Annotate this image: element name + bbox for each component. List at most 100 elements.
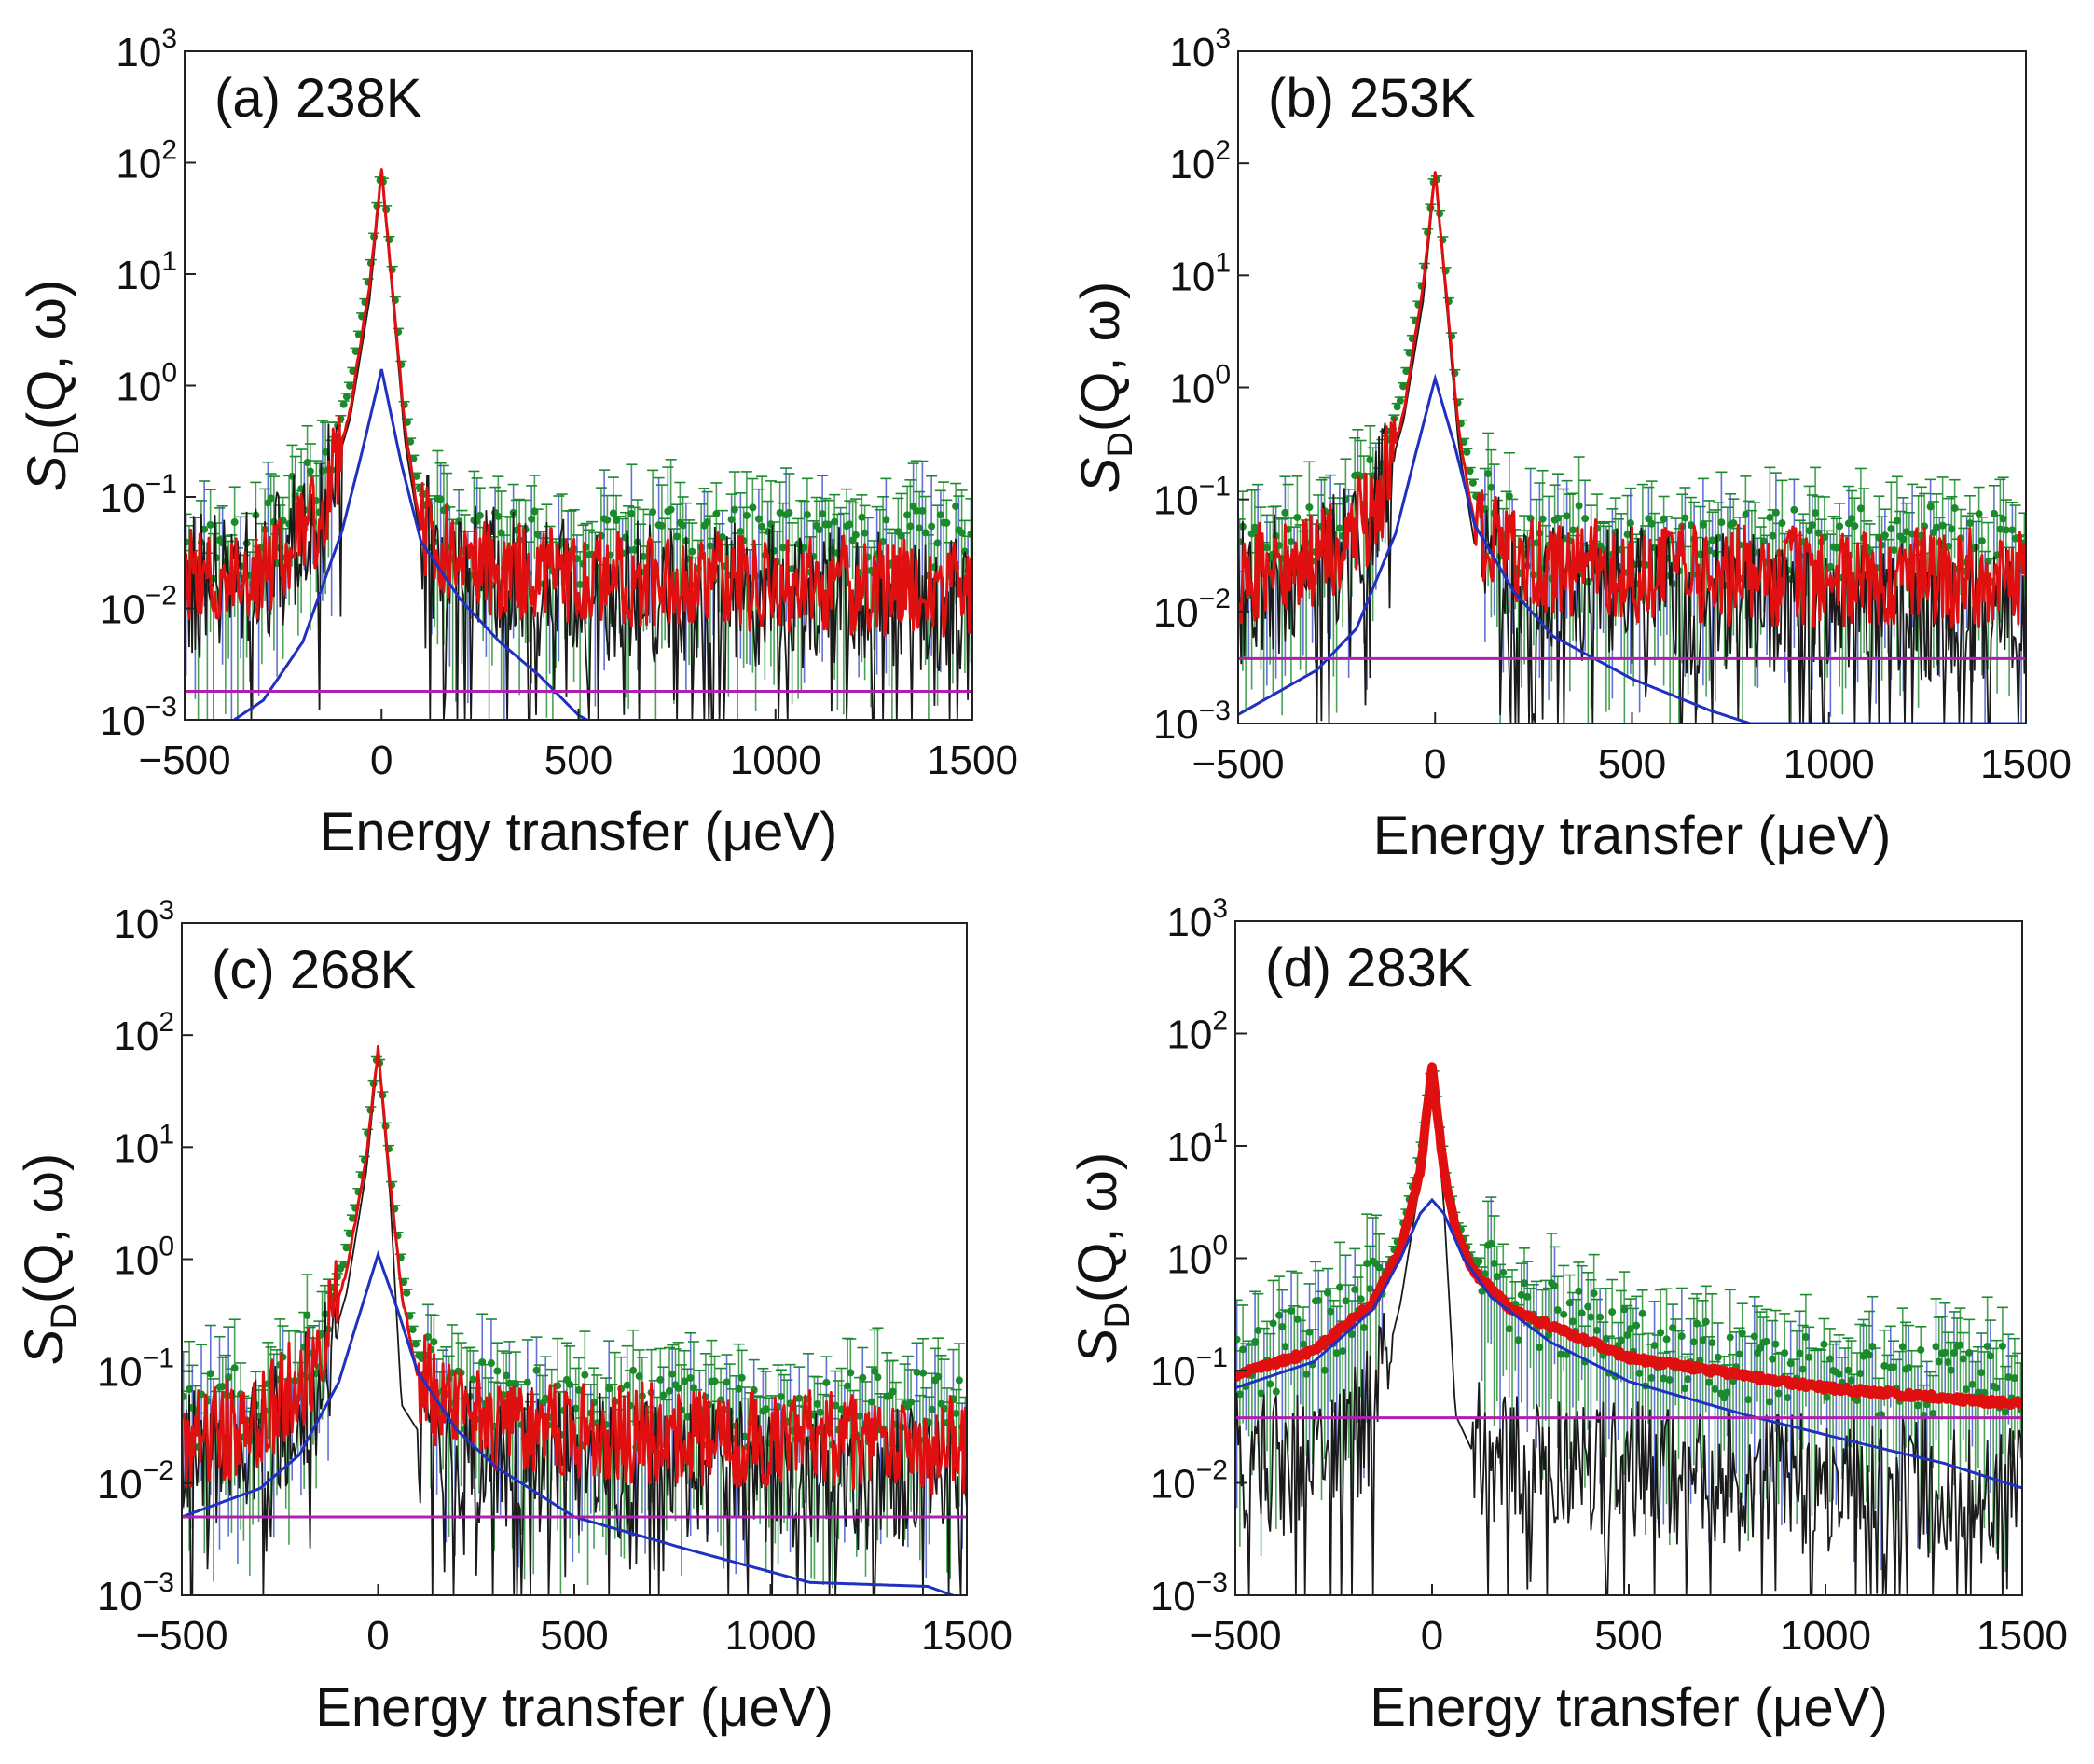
data-point-a-175: [712, 510, 721, 518]
data-point-d-182: [1784, 1394, 1792, 1402]
y-tick-label-a-0: 103: [116, 23, 177, 76]
data-point-b-245: [1977, 537, 1986, 545]
data-point-d-195: [1823, 1393, 1831, 1401]
data-point-c-149: [629, 1366, 638, 1374]
data-point-c-186: [740, 1432, 749, 1440]
data-point-c-162: [668, 1370, 677, 1378]
data-point-c-220: [844, 1382, 852, 1390]
x-axis-label-d: Energy transfer (μeV): [1370, 1677, 1888, 1738]
data-point-d-140: [1657, 1329, 1665, 1337]
data-point-d-110: [1565, 1299, 1574, 1307]
data-point-a-162: [673, 532, 682, 541]
data-point-b-82: [1484, 469, 1493, 477]
data-point-a-185: [742, 511, 751, 519]
data-point-a-254: [952, 503, 960, 511]
data-point-d-108: [1560, 1310, 1568, 1318]
data-point-c-41: [303, 1311, 311, 1319]
data-point-c-54: [342, 1244, 351, 1252]
data-point-a-160: [667, 505, 675, 514]
x-axis-label-a: Energy transfer (μeV): [320, 802, 838, 862]
data-point-c-133: [581, 1371, 589, 1379]
data-point-d-239: [1956, 1341, 1964, 1349]
plot-area-c: [182, 1044, 967, 1595]
data-point-b-179: [1778, 519, 1786, 528]
x-tick-label-b-0: −500: [1192, 741, 1284, 787]
y-tick-label-c-2: 101: [113, 1119, 174, 1171]
data-point-b-190: [1812, 509, 1820, 517]
data-point-d-100: [1536, 1344, 1544, 1352]
data-point-c-235: [889, 1387, 897, 1396]
data-point-a-84: [436, 495, 445, 503]
data-point-d-44: [1366, 1285, 1374, 1293]
data-point-c-130: [572, 1404, 580, 1413]
plot-area-d: [1235, 1062, 2022, 1595]
x-tick-label-c-2: 500: [540, 1613, 608, 1659]
y-tick-label-b-1: 102: [1169, 135, 1231, 187]
data-point-d-111: [1568, 1317, 1577, 1326]
data-point-d-27: [1315, 1296, 1323, 1304]
data-point-d-231: [1932, 1343, 1940, 1351]
data-point-b-235: [1948, 525, 1956, 533]
x-axis-label-c: Energy transfer (μeV): [315, 1677, 833, 1738]
data-point-d-157: [1708, 1339, 1716, 1347]
y-tick-label-a-1: 102: [116, 135, 177, 187]
data-point-a-199: [785, 508, 793, 517]
data-point-b-112: [1575, 502, 1583, 510]
y-tick-label-a-6: 10−3: [100, 692, 177, 744]
data-point-d-167: [1738, 1330, 1746, 1338]
data-point-d-12: [1269, 1319, 1277, 1328]
data-point-a-238: [903, 511, 912, 519]
data-point-b-19: [1293, 513, 1302, 521]
data-point-d-163: [1726, 1333, 1734, 1342]
data-point-b-159: [1717, 518, 1726, 527]
data-point-d-23: [1302, 1370, 1311, 1378]
data-point-d-107: [1556, 1350, 1564, 1358]
data-point-d-143: [1665, 1375, 1674, 1384]
data-point-b-9: [1262, 544, 1271, 552]
data-point-b-183: [1790, 505, 1798, 514]
data-point-d-177: [1769, 1355, 1777, 1363]
data-point-b-234: [1945, 542, 1953, 550]
data-point-c-216: [832, 1401, 840, 1410]
data-point-b-15: [1281, 508, 1289, 517]
data-point-a-114: [528, 515, 536, 523]
data-point-d-6: [1251, 1338, 1260, 1346]
data-point-d-95: [1521, 1279, 1529, 1288]
data-point-b-147: [1681, 514, 1689, 522]
y-tick-label-a-3: 100: [116, 358, 177, 410]
data-point-d-30: [1324, 1289, 1332, 1297]
data-point-a-205: [803, 511, 811, 519]
data-point-d-232: [1935, 1357, 1943, 1366]
x-axis-label-b: Energy transfer (μeV): [1373, 806, 1892, 866]
data-point-a-116: [533, 531, 542, 539]
data-point-b-255: [2008, 526, 2017, 534]
x-tick-label-d-1: 0: [1421, 1613, 1443, 1659]
data-point-d-225: [1914, 1401, 1922, 1410]
x-tick-label-a-4: 1500: [927, 737, 1018, 783]
data-point-b-167: [1742, 510, 1750, 518]
x-tick-label-a-2: 500: [544, 737, 613, 783]
data-point-d-93: [1514, 1336, 1522, 1344]
data-point-c-168: [686, 1373, 695, 1382]
data-point-b-89: [1505, 492, 1513, 501]
data-point-d-2: [1239, 1345, 1247, 1354]
x-tick-label-d-3: 1000: [1780, 1613, 1871, 1659]
panel-b: −500 0 500 1000 1500 103 102 101 100 10−1 10−2 10−3…: [1047, 0, 2094, 882]
data-point-a-212: [824, 520, 833, 529]
data-point-a-97: [475, 511, 484, 519]
data-point-c-211: [816, 1408, 824, 1416]
data-point-d-161: [1720, 1394, 1729, 1402]
data-point-d-154: [1699, 1336, 1707, 1344]
data-point-d-86: [1493, 1273, 1501, 1281]
data-point-a-173: [706, 542, 714, 550]
series-a-total-fit: [185, 168, 972, 638]
x-tick-label-b-2: 500: [1598, 741, 1666, 787]
data-point-d-16: [1281, 1343, 1289, 1351]
y-tick-label-d-6: 10−3: [1150, 1567, 1228, 1619]
data-point-b-110: [1569, 526, 1577, 534]
data-point-a-190: [758, 522, 766, 531]
data-point-b-198: [1836, 522, 1844, 531]
data-point-a-54: [346, 381, 354, 390]
data-point-d-113: [1575, 1287, 1583, 1295]
data-point-d-186: [1796, 1349, 1804, 1357]
